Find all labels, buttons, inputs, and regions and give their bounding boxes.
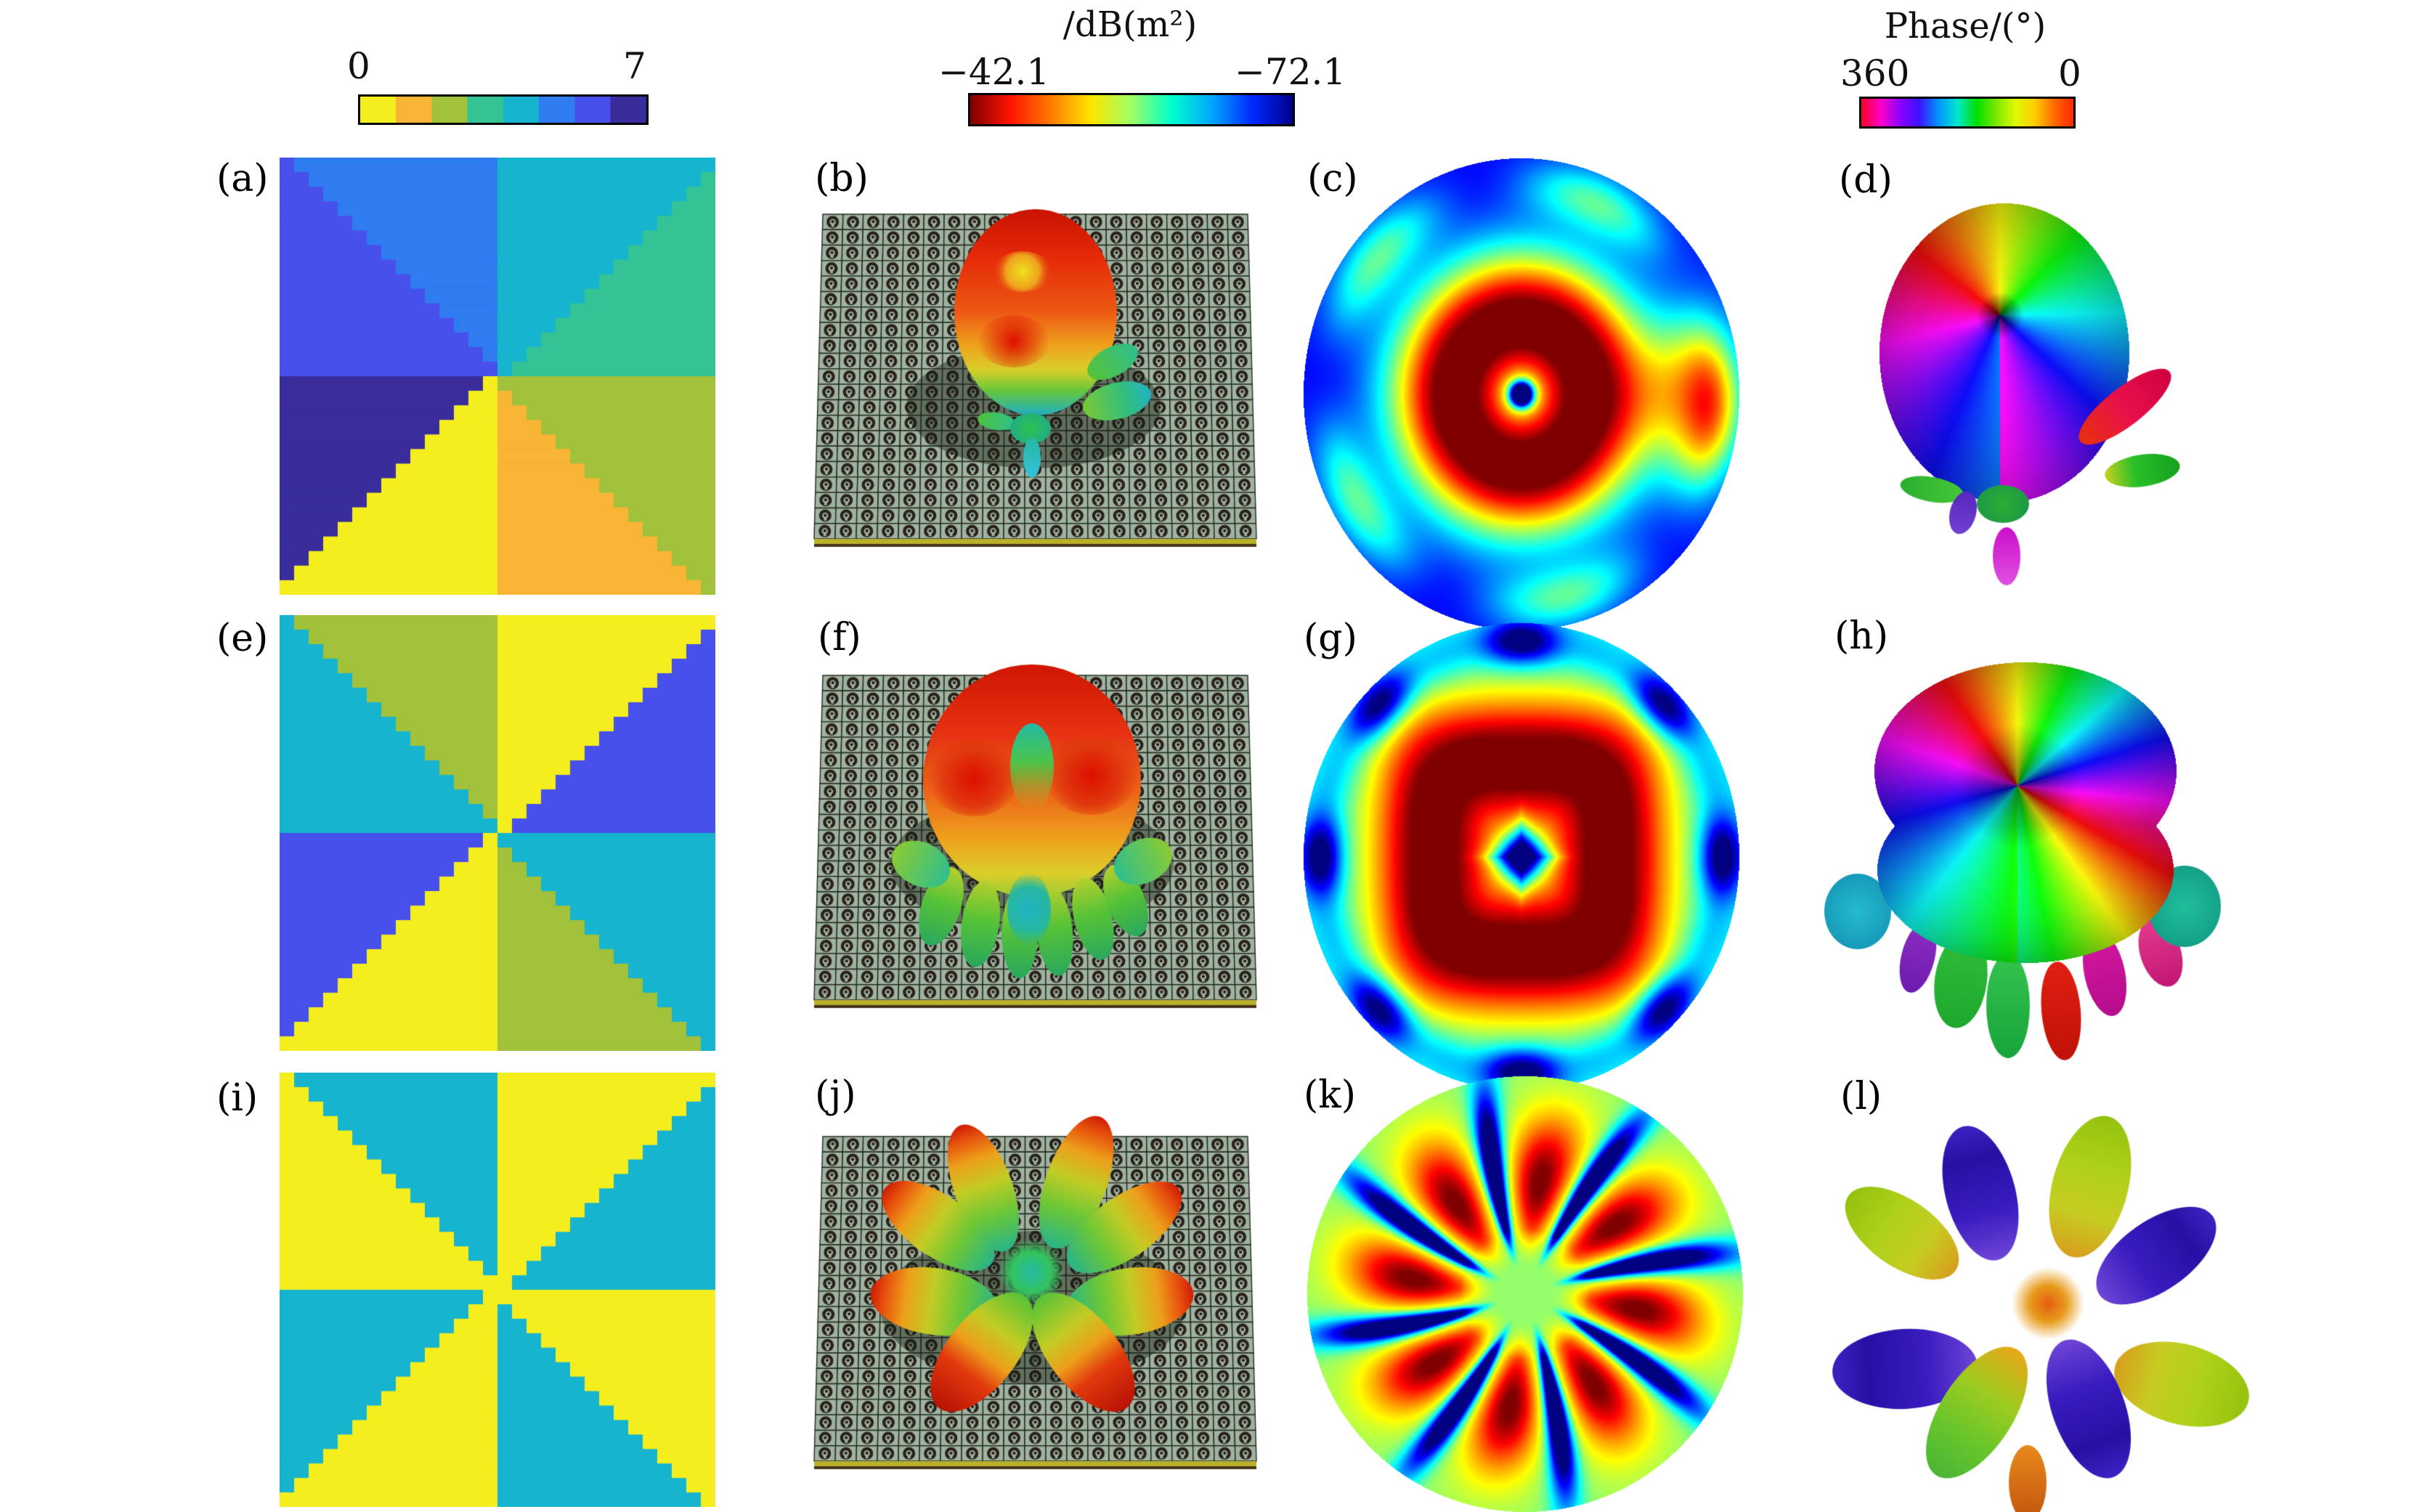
panel-label-i: (i) [216,1076,259,1120]
colorbar-index-max-label: 7 [623,45,646,87]
colorbar-index-min-label: 0 [347,45,370,87]
panel-j-3d-pattern [795,1110,1267,1512]
colorbar-phase-min-label: 360 [1840,52,1910,94]
colorbar-index-gradient [358,94,649,125]
panel-f-3d-pattern [795,650,1267,1057]
panel-b-3d-pattern [795,187,1267,594]
panel-k-farfield-map [1304,1073,1747,1512]
panel-h-phase-beam [1801,616,2280,1084]
colorbar-rcs-gradient [968,93,1295,126]
panel-l-phase-beam [1801,1089,2295,1512]
panel-a-phase-map [280,158,715,595]
colorbar-rcs-title: /dB(m²) [1062,4,1198,45]
colorbar-phase-title: Phase/(°) [1884,6,2047,46]
panel-c-farfield-map [1302,157,1744,633]
panel-label-j: (j) [815,1073,856,1117]
panel-e-phase-map [280,615,715,1051]
panel-label-e: (e) [216,617,269,660]
colorbar-phase-gradient [1859,97,2076,129]
colorbar-rcs-max-label: −72.1 [1235,51,1346,93]
panel-d-phase-beam [1801,182,2280,603]
colorbar-phase-max-label: 0 [2058,52,2081,94]
colorbar-rcs-min-label: −42.1 [938,51,1050,93]
panel-i-phase-map [280,1073,715,1507]
panel-label-a: (a) [216,157,269,200]
panel-g-farfield-map [1302,621,1744,1094]
